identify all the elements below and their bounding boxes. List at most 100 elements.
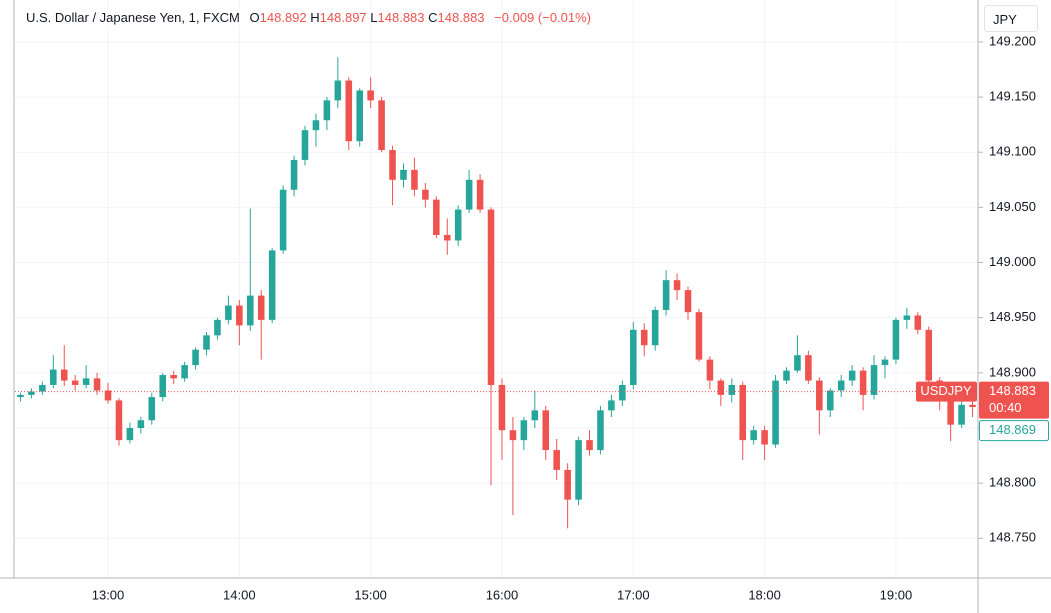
candle-body (520, 420, 528, 441)
candle-body (159, 375, 167, 398)
candle-body (958, 404, 965, 425)
price-tag-secondary (979, 420, 1049, 442)
ohlc-label: C (428, 10, 438, 25)
candle-body (892, 319, 900, 360)
symbol-title: U.S. Dollar / Japanese Yen, 1, FXCM (26, 10, 240, 25)
y-tick-label: 148.950 (989, 309, 1036, 324)
candle-body (509, 430, 517, 441)
candle-body (170, 375, 177, 379)
candle-body (531, 410, 539, 421)
x-tick-label: 15:00 (354, 587, 387, 602)
candle-body (454, 209, 462, 241)
price-tag-label: 148.883 (989, 383, 1036, 398)
candle-body (225, 305, 232, 320)
ohlc-value: 148.883 (377, 10, 425, 25)
candle-body (848, 370, 856, 381)
x-tick-label: 13:00 (92, 587, 125, 602)
candle-body (301, 130, 309, 160)
candle-body (695, 312, 703, 360)
candle-body (553, 450, 560, 470)
y-tick-label: 148.750 (989, 530, 1036, 545)
candle-body (640, 329, 648, 346)
candle-body (268, 250, 276, 320)
candle-body (597, 410, 604, 451)
candle-body (17, 394, 24, 398)
candle-body (739, 384, 747, 441)
candle-body (750, 430, 757, 441)
candle-body (422, 189, 429, 200)
ohlc-value: 148.892 (259, 10, 307, 25)
x-tick-label: 16:00 (486, 587, 519, 602)
candle-body (433, 199, 440, 235)
candle-body (181, 365, 188, 379)
candle-body (673, 280, 681, 291)
candle-body (925, 329, 933, 381)
candle-body (794, 355, 801, 371)
candle-body (93, 378, 101, 391)
candle-body (104, 390, 112, 401)
candle-body (805, 355, 812, 381)
candle-body (564, 469, 571, 500)
candle-body (334, 80, 342, 101)
y-tick-label: 149.000 (989, 254, 1036, 269)
candle-body (816, 380, 823, 411)
candle-body (126, 427, 134, 441)
y-tick-label: 148.900 (989, 364, 1036, 379)
candle-body (356, 90, 363, 142)
candle-body (487, 209, 495, 385)
candle-body (903, 315, 911, 320)
y-tick-label: 149.150 (989, 89, 1036, 104)
candle-body (236, 305, 243, 326)
candle-body (662, 280, 670, 310)
candle-body (881, 359, 889, 366)
candle-body (619, 384, 626, 401)
candle-body (443, 234, 451, 241)
y-tick-label: 149.100 (989, 144, 1036, 159)
candle-body (28, 391, 35, 395)
candle-body (323, 100, 331, 121)
candle-body (257, 295, 265, 320)
candle-body (498, 384, 506, 431)
candle-body (82, 378, 90, 385)
candle-body (684, 290, 692, 313)
candle-body (783, 370, 790, 381)
candle-body (651, 309, 659, 346)
candle-body (914, 315, 922, 330)
y-tick-label: 148.800 (989, 475, 1036, 490)
candle-body (859, 370, 867, 395)
candle-body (608, 400, 615, 411)
candle-body (137, 420, 145, 428)
candle-body (148, 397, 156, 421)
candle-body (203, 335, 210, 350)
price-tag (979, 381, 1049, 419)
candle-body (115, 400, 123, 441)
candle-body (870, 365, 878, 395)
candle-body (71, 380, 79, 385)
candle-body (345, 80, 353, 142)
currency-button[interactable]: JPY (984, 5, 1038, 32)
candle-body (476, 179, 484, 210)
candle-body (214, 319, 221, 336)
candle-body (969, 404, 976, 408)
y-tick-label: 149.050 (989, 199, 1036, 214)
x-tick-label: 17:00 (617, 587, 650, 602)
ohlc-value: 148.883 (437, 10, 485, 25)
candle-body (411, 169, 418, 190)
candle-body (312, 120, 320, 131)
candle-body (246, 295, 254, 326)
candle-body (947, 400, 954, 425)
candle-body (279, 189, 287, 251)
candle-body (39, 384, 46, 392)
change: −0.009 (−0.01%) (494, 10, 592, 25)
ohlc-label: L (370, 10, 378, 25)
candle-body (706, 359, 714, 381)
candle-body (290, 159, 298, 190)
candle-body (378, 100, 385, 151)
candle-body (465, 179, 473, 210)
candle-body (826, 390, 834, 411)
symbol-tag (916, 381, 977, 402)
candle-body (728, 384, 736, 395)
symbol-tag-label: USDJPY (920, 383, 972, 398)
